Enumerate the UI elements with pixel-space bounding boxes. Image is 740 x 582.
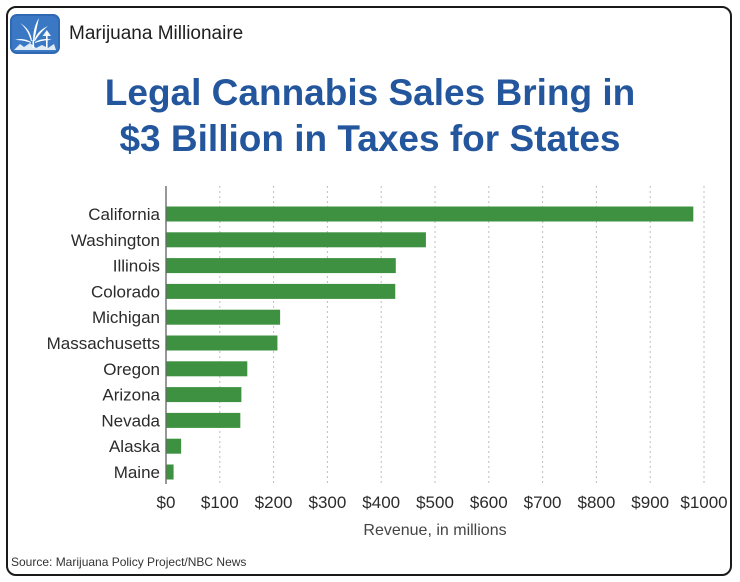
x-tick-label: $700 (524, 493, 562, 512)
x-tick-label: $900 (631, 493, 669, 512)
bar (166, 464, 174, 480)
x-tick-label: $500 (416, 493, 454, 512)
cannabis-leaf-landscape-icon (10, 14, 60, 54)
x-tick-label: $800 (577, 493, 615, 512)
category-label: Washington (71, 231, 160, 250)
bar (166, 438, 182, 454)
x-tick-label: $300 (308, 493, 346, 512)
x-tick-label: $100 (201, 493, 239, 512)
bar (166, 412, 241, 428)
bar (166, 258, 396, 274)
category-label: Massachusetts (47, 334, 160, 353)
bar (166, 309, 281, 325)
bar (166, 232, 426, 248)
x-tick-label: $400 (362, 493, 400, 512)
category-label: California (88, 205, 160, 224)
category-label: Arizona (102, 386, 160, 405)
category-label: Illinois (113, 257, 160, 276)
x-tick-label: $1000 (680, 493, 727, 512)
bar (166, 335, 278, 351)
category-label: Alaska (109, 437, 161, 456)
bar (166, 387, 242, 403)
x-tick-label: $0 (157, 493, 176, 512)
x-tick-label: $600 (470, 493, 508, 512)
bar (166, 283, 396, 299)
brand: Marijuana Millionaire (10, 14, 243, 54)
category-label: Oregon (103, 360, 160, 379)
chart-title-line-1: Legal Cannabis Sales Bring in (104, 72, 636, 113)
chart-title: Legal Cannabis Sales Bring in $3 Billion… (0, 70, 740, 162)
brand-name: Marijuana Millionaire (69, 23, 244, 44)
source-note: Source: Marijuana Policy Project/NBC New… (11, 555, 247, 569)
bar (166, 361, 248, 377)
category-label: Colorado (91, 282, 160, 301)
x-axis-title: Revenue, in millions (363, 522, 506, 539)
category-label: Nevada (101, 411, 160, 430)
category-label: Michigan (92, 308, 160, 327)
category-label: Maine (114, 463, 160, 482)
chart-title-line-2: $3 Billion in Taxes for States (119, 118, 621, 159)
bar (166, 206, 694, 222)
x-tick-label: $200 (255, 493, 293, 512)
